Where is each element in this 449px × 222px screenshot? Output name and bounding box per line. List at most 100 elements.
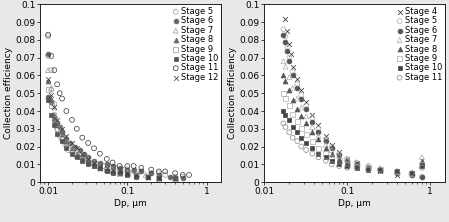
Stage 4 <box>365 166 372 170</box>
Stage 5 <box>61 141 68 145</box>
Stage 9 <box>73 154 80 157</box>
Stage 10 <box>286 118 293 122</box>
Stage 7 <box>73 148 80 152</box>
Stage 6 <box>80 152 87 155</box>
Stage 11 <box>116 164 123 168</box>
Stage 10 <box>48 113 55 116</box>
X-axis label: Dp, μm: Dp, μm <box>114 199 147 208</box>
Stage 11 <box>328 163 335 166</box>
Stage 7 <box>48 86 55 90</box>
Stage 9 <box>84 161 92 164</box>
Stage 9 <box>51 116 58 120</box>
Stage 6 <box>418 175 426 178</box>
Stage 9 <box>408 171 415 175</box>
Stage 8 <box>124 171 131 175</box>
Stage 8 <box>322 147 329 150</box>
Stage 8 <box>73 152 80 155</box>
Stage 12 <box>58 127 66 131</box>
Stage 12 <box>68 141 75 145</box>
Stage 9 <box>124 171 131 175</box>
Stage 10 <box>96 166 103 170</box>
Stage 4 <box>315 123 322 127</box>
Stage 11 <box>280 122 287 125</box>
Stage 5 <box>44 35 52 38</box>
Stage 11 <box>179 173 186 177</box>
Stage 4 <box>393 173 401 177</box>
Stage 5 <box>106 166 113 170</box>
Stage 8 <box>343 161 351 164</box>
Stage 12 <box>96 164 103 168</box>
Stage 10 <box>328 159 335 163</box>
Stage 11 <box>155 170 163 173</box>
Stage 6 <box>294 86 301 90</box>
Stage 9 <box>286 104 293 107</box>
Stage 5 <box>96 164 103 168</box>
Stage 11 <box>162 170 169 173</box>
Stage 10 <box>79 159 86 163</box>
Stage 10 <box>133 175 140 178</box>
Stage 7 <box>328 148 335 152</box>
Stage 11 <box>353 166 360 170</box>
Stage 9 <box>90 164 97 168</box>
Stage 7 <box>309 125 316 129</box>
Stage 10 <box>58 139 66 143</box>
Stage 8 <box>418 159 426 163</box>
Stage 8 <box>328 152 335 155</box>
Stage 10 <box>408 171 415 175</box>
Stage 7 <box>155 175 163 178</box>
Stage 5 <box>393 171 401 175</box>
Stage 4 <box>287 52 295 56</box>
Stage 9 <box>68 148 75 152</box>
Stage 10 <box>289 125 296 129</box>
Stage 7 <box>133 171 140 175</box>
Stage 10 <box>144 175 151 178</box>
Stage 6 <box>58 131 66 134</box>
Stage 7 <box>376 166 383 170</box>
Stage 8 <box>109 170 116 173</box>
Stage 7 <box>116 170 123 173</box>
Stage 5 <box>353 161 360 164</box>
Stage 12 <box>84 157 92 161</box>
Stage 10 <box>53 132 61 136</box>
Stage 4 <box>282 17 289 20</box>
Legend: Stage 5, Stage 6, Stage 7, Stage 8, Stage 9, Stage 10, Stage 11, Stage 12: Stage 5, Stage 6, Stage 7, Stage 8, Stag… <box>172 6 219 83</box>
Stage 11 <box>172 171 179 175</box>
Stage 4 <box>309 113 316 116</box>
Stage 5 <box>51 113 58 116</box>
Stage 9 <box>298 127 305 131</box>
Stage 9 <box>155 177 163 180</box>
Stage 7 <box>298 106 305 109</box>
Stage 7 <box>79 154 86 157</box>
Stage 9 <box>96 166 103 170</box>
Stage 4 <box>289 65 296 68</box>
Stage 5 <box>111 166 119 170</box>
Stage 7 <box>142 173 149 177</box>
Stage 12 <box>79 152 86 155</box>
Stage 12 <box>124 171 131 175</box>
Stage 5 <box>172 175 179 178</box>
Stage 8 <box>96 166 103 170</box>
Stage 8 <box>286 88 293 91</box>
Stage 5 <box>88 161 95 164</box>
Stage 10 <box>68 152 75 155</box>
Stage 9 <box>365 166 372 170</box>
Stage 11 <box>335 164 343 168</box>
Stage 7 <box>58 127 66 131</box>
Stage 6 <box>167 175 174 178</box>
Stage 8 <box>90 163 97 166</box>
Stage 6 <box>408 173 415 177</box>
Stage 5 <box>56 134 63 138</box>
Stage 5 <box>343 157 351 161</box>
Stage 5 <box>63 145 70 148</box>
Stage 11 <box>315 155 322 159</box>
Stage 8 <box>365 166 372 170</box>
Stage 11 <box>343 166 351 170</box>
Stage 7 <box>96 164 103 168</box>
Stage 8 <box>294 107 301 111</box>
Stage 9 <box>172 177 179 180</box>
Stage 6 <box>66 141 74 145</box>
Stage 6 <box>353 163 360 166</box>
Stage 6 <box>303 107 310 111</box>
Stage 11 <box>90 147 97 150</box>
Stage 7 <box>53 118 61 122</box>
